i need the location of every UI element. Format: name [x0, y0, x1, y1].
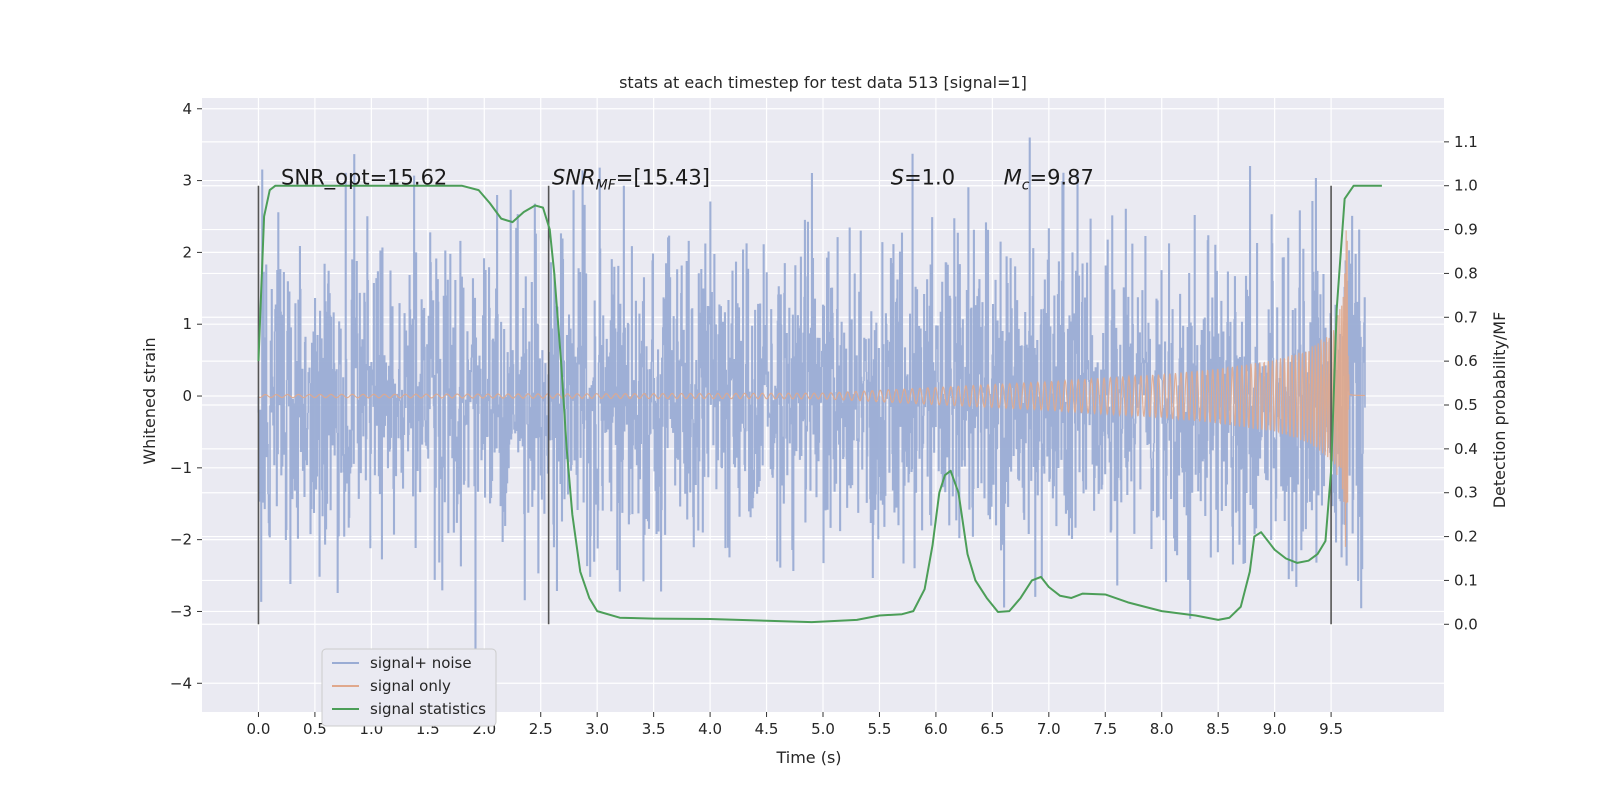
legend: signal+ noise signal only signal statist…: [321, 648, 497, 727]
x-tick-label: 3.0: [585, 720, 609, 738]
x-tick-label: 8.0: [1150, 720, 1174, 738]
y-right-tick-label: 1.1: [1454, 133, 1478, 151]
x-tick-label: 8.5: [1206, 720, 1230, 738]
y-tick-label: −1: [170, 459, 192, 477]
x-tick-label: 3.5: [642, 720, 666, 738]
y-right-tick-label: 0.1: [1454, 571, 1478, 589]
x-tick-label: 0.5: [303, 720, 327, 738]
legend-label-stats: signal statistics: [370, 700, 486, 718]
y-tick-label: 1: [182, 315, 192, 333]
y-right-tick-label: 0.2: [1454, 528, 1478, 546]
signal-only-series: [258, 230, 1365, 547]
x-tick-label: 5.0: [811, 720, 835, 738]
legend-label-signal: signal only: [370, 677, 451, 695]
x-tick-labels: 0.0 0.5 1.0 1.5 2.0 2.5 3.0 3.5 4.0 4.5 5.0 5.5 6.0 6…: [247, 712, 1343, 738]
signal-statistics-series: [257, 184, 1382, 624]
y-right-tick-label: 0.9: [1454, 221, 1478, 239]
annotation: SNRMF=[15.43]: [552, 166, 710, 194]
y-tick-label: 4: [182, 100, 192, 118]
y-right-tick-label: 0.7: [1454, 308, 1478, 326]
x-tick-label: 0.0: [247, 720, 271, 738]
x-tick-label: 6.5: [980, 720, 1004, 738]
x-axis-label: Time (s): [775, 748, 841, 767]
y-tick-label: −2: [170, 531, 192, 549]
y-right-tick-label: 1.0: [1454, 177, 1478, 195]
y-right-tick-label: 0.0: [1454, 615, 1478, 633]
annotation: SNR_opt=15.62: [281, 166, 447, 191]
x-tick-label: 9.0: [1263, 720, 1287, 738]
signal-line: [258, 230, 1365, 547]
x-tick-label: 9.5: [1319, 720, 1343, 738]
y-tick-label: −3: [170, 602, 192, 620]
x-tick-label: 5.5: [868, 720, 892, 738]
y-right-tick-label: 0.4: [1454, 440, 1478, 458]
y-right-tick-label: 0.3: [1454, 484, 1478, 502]
legend-label-noise: signal+ noise: [370, 654, 472, 672]
vertical-markers: [257, 185, 1332, 625]
y-right-tick-label: 0.6: [1454, 352, 1478, 370]
annotation: Mc=9.87: [1004, 166, 1094, 194]
y-right-tick-label: 0.5: [1454, 396, 1478, 414]
y-tick-labels: 4 3 2 1 0 −1 −2 −3 −4: [170, 100, 202, 692]
x-tick-label: 7.0: [1037, 720, 1061, 738]
x-tick-label: 2.5: [529, 720, 553, 738]
y-tick-label: 3: [182, 172, 192, 190]
chart-title: stats at each timestep for test data 513…: [619, 73, 1027, 92]
y-right-tick-label: 0.8: [1454, 264, 1478, 282]
y-right-axis-label: Detection probability/MF: [1490, 312, 1509, 509]
annotations: SNR_opt=15.62 SNRMF=[15.43] S=1.0 Mc=9.87: [281, 166, 1094, 194]
x-tick-label: 7.5: [1093, 720, 1117, 738]
y-tick-label: 0: [182, 387, 192, 405]
statistics-line: [257, 184, 1382, 624]
x-tick-label: 4.5: [755, 720, 779, 738]
annotation: S=1.0: [891, 166, 955, 190]
y-right-tick-labels: 1.1 1.0 0.9 0.8 0.7 0.6 0.5 0.4 0.3 0.2 0.1 0.0: [1444, 133, 1478, 633]
y-axis-label: Whitened strain: [140, 337, 159, 464]
x-tick-label: 4.0: [698, 720, 722, 738]
y-tick-label: −4: [170, 674, 192, 692]
x-tick-label: 6.0: [924, 720, 948, 738]
y-tick-label: 2: [182, 243, 192, 261]
legend-box: [321, 648, 497, 727]
